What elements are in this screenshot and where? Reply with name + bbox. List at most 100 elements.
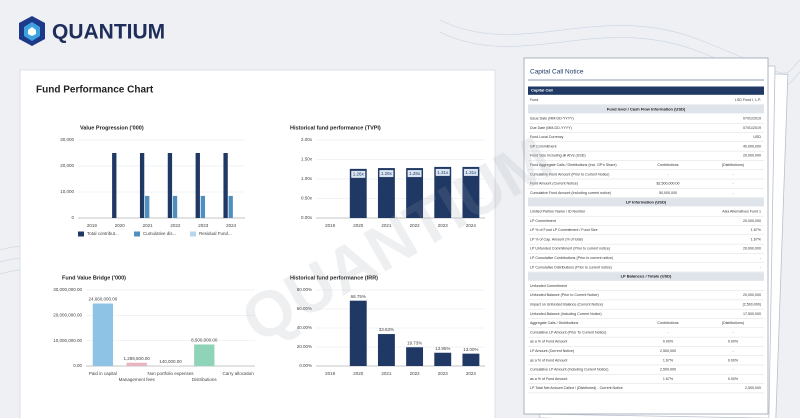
x-tick-label: Non portfolio expenses [147,371,194,376]
doc-cell-value: 20,000,000 [743,154,761,158]
bar [194,344,215,366]
doc-cell-label: Cumulative Fund Amount (Prior to Current… [530,172,610,176]
value-label: 24,660,000.00 [89,297,118,302]
value-label: 19.73% [407,340,422,345]
y-tick-label: 10,000,000.00 [53,338,82,343]
doc-cell-label: LP Total Net Amount Called / (Distribute… [530,386,623,390]
x-tick-label: 2021 [381,223,392,228]
x-tick-label: 2021 [143,223,154,228]
doc-cell-value: 07/01/2019 [743,117,761,121]
doc-cell-label: LP % of Cap. Amount (% of total) [530,237,583,241]
brand: QUANTIUM [52,21,165,44]
bar [112,153,117,218]
doc-cell-value: Asia Alternatives Fund 1 [722,210,761,214]
legend-label: Residual Fund... [199,231,232,236]
doc-cell-value: (2,500,000) [743,303,761,307]
doc-cell-label: as a % of Fund Amount [530,358,567,362]
x-tick-label: 2022 [170,223,181,228]
value-label: 1.28x [409,171,421,176]
value-label: 1,289,500.00 [124,356,151,361]
bar [167,153,173,218]
doc-cell-label: Cumulative Fund Amount (Including curren… [530,191,611,195]
doc-cell-label: Fund [530,98,538,102]
bar [377,334,395,366]
legend-swatch [134,231,140,237]
x-tick-label: 2023 [198,223,209,228]
doc-cell-label: LP % of Fund LP Commitment / Fund Size [530,228,598,232]
x-tick-label: Carry allocation [222,371,254,376]
doc-section: Capital Call [531,88,553,93]
y-tick-label: 0 [71,215,74,220]
doc-cell-value: - [760,256,762,260]
doc-cell-label: Fund Amount (Current Notice) [530,182,578,186]
y-tick-label: 10,000 [60,189,74,194]
x-tick-label: 2019 [325,223,336,228]
x-tick-label: Management fees [119,377,156,382]
chart-title: Fund Value Bridge ('000) [62,275,126,281]
bar [195,153,200,218]
doc-cell-value: 0.00% [728,377,739,381]
doc-cell-value: (Distributions) [722,321,744,325]
value-label: 13.00% [463,347,478,352]
bar [126,362,147,366]
doc-cell-value: USD [753,135,761,139]
x-tick-label: 2022 [410,371,421,376]
value-label: 1.26x [353,172,365,177]
doc-cell-label: GP Commitment [530,144,557,148]
x-tick-label: 2020 [353,371,364,376]
value-label: 140,000.00 [159,359,182,364]
doc-cell-value: 17,500,000 [743,312,761,316]
doc-cell-value: (Distributions) [722,163,744,167]
doc-cell-value: 20,000,000 [743,219,761,223]
doc-cell-value: - [667,330,669,334]
doc-section: Fund level / Cash Flow Information (USD) [607,106,686,111]
y-tick-label: 20,000 [60,163,74,168]
doc-cell-value: - [732,172,734,176]
y-tick-label: 0.50x [301,196,313,201]
doc-section-band [528,86,764,95]
chart-title: Historical fund performance (IRR) [290,275,378,281]
doc-cell-value: 0.00% [728,340,739,344]
doc-cell-label: LP Unfunded Commitment (Prior to current… [530,247,610,251]
doc-cell-label: Cumulative LP Amount (Prior To Current N… [530,330,606,334]
x-tick-label: Distributions [192,377,218,382]
doc-cell-label: Fund Size Including all AIVs (USD) [530,154,586,158]
x-tick-label: 2021 [381,371,392,376]
doc-cell-value: - [732,191,734,195]
doc-cell-label: Cumulative LP Amount (Including Current … [530,368,608,372]
doc-cell-value: 2,500,000 [660,349,676,353]
x-tick-label: 2023 [438,223,449,228]
value-label: 33.63% [379,327,394,332]
value-label: 1.31x [437,170,449,175]
doc-cell-label: Due Date (MM-DD-YYYY) [530,126,572,130]
x-tick-label: 2023 [438,371,449,376]
y-tick-label: 1.50x [301,157,313,162]
bar [349,168,367,218]
legend-label: Cumulative dis... [143,231,176,236]
doc-cell-value: - [732,330,734,334]
doc-cell-label: Issue Date (MM-DD-YYYY) [530,117,574,121]
bar [434,352,452,366]
doc-cell-value: 40,000,000 [743,144,761,148]
logo-icon [19,16,45,46]
doc-cell-value: LSD Fund I, L.P. [735,98,761,102]
chart-title: Value Progression ('000) [80,125,144,131]
doc-cell-value: - [732,349,734,353]
document-title: Capital Call Notice [530,69,584,76]
bar [92,303,114,366]
panel-title: Fund Performance Chart [36,85,154,96]
value-label-box [407,170,422,178]
x-tick-label: 2024 [226,223,237,228]
value-label-box [379,170,394,178]
bar [462,166,480,218]
doc-cell-value: 2,500,000 [745,386,761,390]
doc-cell-label: LP Commitment [530,219,556,223]
x-tick-label: 2020 [115,223,126,228]
doc-cell-label: LP Amount (Current Notice) [530,349,574,353]
doc-cell-value: $2,500,000.00 [657,182,680,186]
bar [228,195,233,218]
bar [406,168,424,218]
doc-cell-label: Limited Partner Name / ID Number [530,210,586,214]
y-tick-label: 0.00% [299,363,312,368]
doc-cell-value: - [667,172,669,176]
